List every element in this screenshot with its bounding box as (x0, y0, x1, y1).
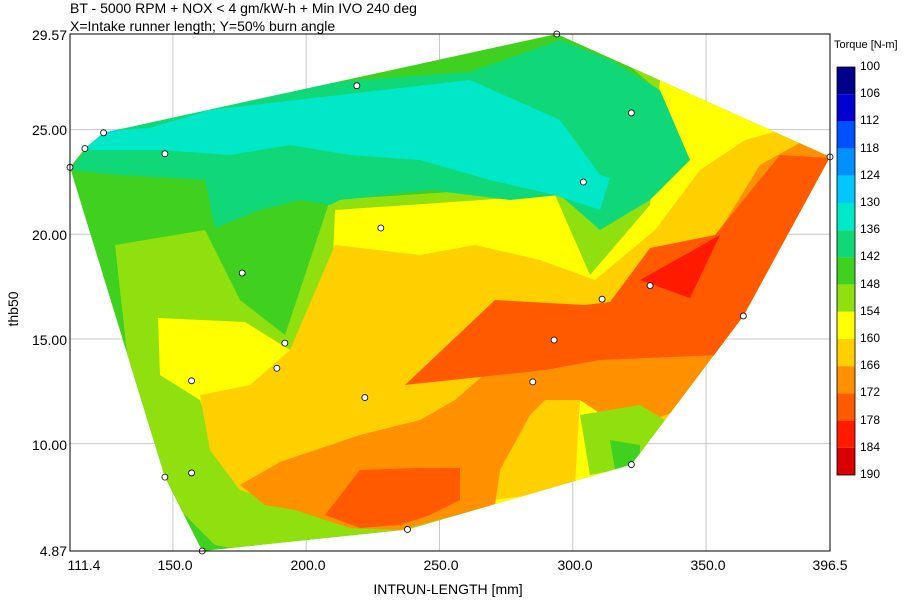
x-axis-label: INTRUN-LENGTH [mm] (373, 581, 523, 597)
colorbar-label: 184 (860, 439, 881, 454)
contour-band-6 (325, 468, 460, 528)
y-axis-label: thb50 (5, 291, 21, 327)
colorbar-label: 148 (860, 276, 881, 291)
colorbar-segment (837, 284, 855, 312)
colorbar-label: 106 (860, 86, 881, 101)
colorbar-segment (837, 339, 855, 367)
data-point (646, 282, 654, 289)
colorbar-frame (836, 66, 856, 476)
data-point (273, 364, 281, 372)
x-tick-label: 150.0 (157, 557, 193, 573)
colorbar-label: 124 (860, 167, 881, 182)
colorbar-segment (837, 420, 855, 448)
data-point (739, 312, 747, 320)
x-tick-label: 250.0 (423, 557, 459, 573)
y-tick-label: 25.00 (31, 122, 67, 138)
data-point (353, 82, 361, 90)
colorbar-label: 130 (860, 195, 881, 209)
data-point (404, 526, 411, 533)
y-tick-label: 29.57 (31, 27, 67, 43)
data-point (598, 295, 606, 303)
data-point (529, 378, 537, 386)
colorbar-label: 136 (860, 222, 881, 237)
colorbar-segment (837, 230, 855, 258)
colorbar-label: 166 (860, 358, 881, 373)
data-point (100, 129, 107, 137)
colorbar-label: 178 (860, 412, 881, 427)
data-point (238, 269, 246, 277)
plot-frame (69, 33, 831, 552)
chart-title: BT - 5000 RPM + NOX < 4 gm/kW-h + Min IV… (70, 0, 417, 16)
colorbar-label: 112 (860, 113, 880, 128)
data-point (628, 461, 635, 468)
colorbar-segment (837, 447, 855, 475)
colorbar-label: 160 (860, 331, 881, 345)
data-point (188, 377, 195, 385)
data-point (550, 336, 558, 344)
contour-band-12 (100, 126, 125, 133)
colorbar-segment (837, 366, 855, 394)
contour-bands (70, 34, 830, 551)
contour-band-9 (610, 440, 640, 470)
colorbar-label: 118 (860, 140, 880, 155)
x-tick-label: 350.0 (690, 557, 726, 573)
contour-band-5 (405, 155, 830, 385)
colorbar-segment (837, 311, 855, 339)
data-point (580, 178, 587, 186)
colorbar-label: 172 (860, 385, 881, 400)
colorbar-label: 100 (860, 59, 881, 73)
colorbar-label: 142 (860, 249, 881, 264)
y-tick-label: 10.00 (31, 437, 67, 453)
colorbar (836, 66, 856, 476)
data-point (281, 339, 289, 347)
y-tick-label: 20.00 (31, 227, 67, 243)
data-point (81, 145, 89, 152)
data-points (66, 30, 834, 555)
x-tick-label: 111.4 (67, 557, 101, 573)
colorbar-segment (837, 203, 855, 231)
chart-subtitle: X=Intake runner length; Y=50% burn angle (70, 18, 336, 34)
colorbar-label: 154 (860, 303, 881, 318)
x-tick-label: 396.5 (812, 557, 848, 573)
colorbar-segment (837, 94, 855, 122)
contour-band-8 (580, 405, 665, 475)
x-tick-label: 300.0 (557, 557, 593, 573)
data-point (161, 150, 169, 158)
contour-band-11 (75, 80, 610, 210)
colorbar-label: 190 (860, 467, 881, 481)
colorbar-segment (837, 148, 855, 176)
data-point (161, 473, 169, 481)
contour-band-4 (240, 140, 830, 530)
colorbar-segment (837, 257, 855, 285)
colorbar-segment (837, 67, 855, 95)
colorbar-segment (837, 393, 855, 421)
contour-band-7 (640, 235, 720, 298)
data-point (628, 109, 635, 117)
y-tick-label: 15.00 (31, 332, 67, 348)
colorbar-segment (837, 121, 855, 149)
data-point (188, 469, 195, 477)
colorbar-title: Torque [N-m] (834, 39, 898, 51)
data-point (377, 224, 385, 232)
x-tick-label: 200.0 (290, 557, 326, 573)
colorbar-segment (837, 175, 855, 203)
data-point (361, 394, 369, 401)
y-tick-label: 4.87 (39, 543, 67, 559)
